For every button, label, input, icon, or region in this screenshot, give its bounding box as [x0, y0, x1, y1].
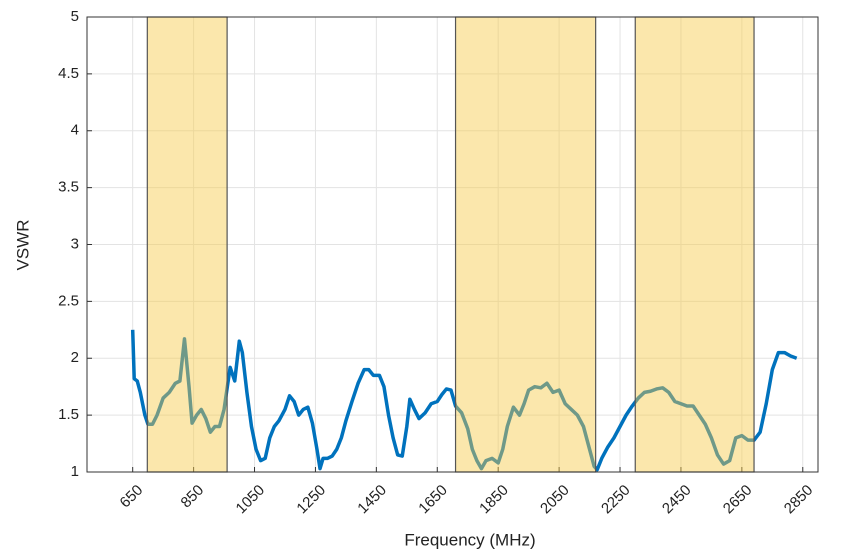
x-tick-label: 1250 — [293, 482, 329, 518]
x-tick-label: 1050 — [233, 482, 269, 518]
y-tick-label: 4 — [71, 122, 79, 139]
y-tick-label: 3.5 — [58, 179, 79, 196]
x-tick-label: 2050 — [537, 482, 573, 518]
x-tick-label: 2850 — [781, 482, 817, 518]
y-tick-label: 1 — [71, 463, 79, 480]
plot-border — [86, 16, 819, 473]
x-tick-label: 1850 — [476, 482, 512, 518]
y-tick-label: 2 — [71, 349, 79, 366]
y-axis-label: VSWR — [13, 220, 32, 271]
x-axis-label: Frequency (MHz) — [404, 530, 535, 549]
y-tick-label: 4.5 — [58, 65, 79, 82]
x-tick-label: 1450 — [354, 482, 390, 518]
x-tick-label: 850 — [178, 482, 208, 512]
x-tick-label: 2650 — [720, 482, 756, 518]
y-tick-label: 1.5 — [58, 406, 79, 423]
y-tick-label: 2.5 — [58, 292, 79, 309]
shaded-band — [634, 16, 755, 473]
y-tick-label: 3 — [71, 235, 79, 252]
x-tick-label: 2250 — [598, 482, 634, 518]
shaded-band — [454, 16, 597, 473]
shaded-band — [146, 16, 228, 473]
x-tick-label: 650 — [117, 482, 147, 512]
x-tick-label: 2450 — [659, 482, 695, 518]
x-tick-label: 1650 — [415, 482, 451, 518]
y-tick-label: 5 — [71, 8, 79, 25]
